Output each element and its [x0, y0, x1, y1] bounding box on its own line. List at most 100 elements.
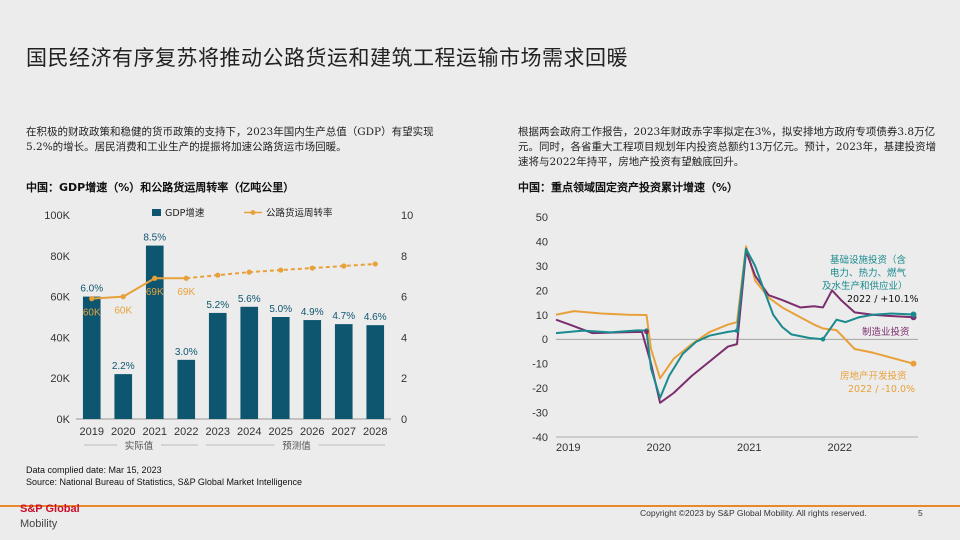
- manufacturing-label: 制造业投资: [862, 326, 910, 338]
- gdp-bar-label: 4.7%: [332, 311, 355, 322]
- infra-label-line2: 电力、热力、燃气: [830, 267, 907, 279]
- infra-end-label: 2022 / +10.1%: [847, 294, 919, 305]
- y-tick-label: 10: [536, 310, 548, 322]
- gdp-bar-label: 4.6%: [364, 312, 387, 323]
- page-title: 国民经济有序复苏将推动公路货运和建筑工程运输市场需求回暖: [26, 46, 628, 70]
- x-tick-label: 2024: [237, 426, 261, 438]
- gdp-bar: [366, 325, 385, 419]
- y-right-tick-label: 6: [401, 292, 407, 304]
- y-tick-label: -10: [532, 359, 548, 371]
- gdp-chart-title: 中国：GDP增速（%）和公路货运周转率（亿吨公里）: [26, 181, 295, 194]
- x-tick-label: 2019: [556, 442, 580, 454]
- y-right-tick-label: 2: [401, 373, 407, 385]
- gdp-bar-label: 4.9%: [301, 307, 324, 318]
- legend-freight-label: 公路货运周转率: [266, 207, 333, 219]
- y-left-tick-label: 40K: [50, 332, 70, 344]
- x-tick-label: 2022: [828, 442, 852, 454]
- footer-accent-line: [0, 505, 960, 507]
- page-number: 5: [918, 508, 923, 518]
- gdp-bar: [271, 317, 290, 419]
- y-tick-label: 40: [536, 236, 548, 248]
- y-left-tick-label: 0K: [57, 414, 71, 426]
- x-tick-label: 2021: [143, 426, 167, 438]
- infra-label-line1: 基础设施投资（含: [830, 254, 907, 266]
- gdp-bar-label: 8.5%: [143, 233, 166, 244]
- gdp-bar: [240, 306, 259, 419]
- legend-gdp-swatch: [152, 209, 161, 216]
- gdp-bar: [82, 296, 101, 419]
- x-tick-label: 2020: [111, 426, 135, 438]
- gdp-bar-label: 5.2%: [206, 300, 229, 311]
- gdp-bar: [334, 324, 353, 419]
- y-right-tick-label: 4: [401, 332, 407, 344]
- infra-series-end-point: [910, 311, 917, 318]
- y-tick-label: -40: [532, 432, 548, 444]
- freight-point: [89, 296, 95, 302]
- legend-gdp-label: GDP增速: [165, 207, 205, 219]
- right-paragraph: 根据两会政府工作报告，2023年财政赤字率拟定在3%，拟安排地方政府专项债券3.…: [518, 126, 937, 168]
- infra-series-line: [555, 247, 914, 399]
- realestate-label: 房地产开发投资: [840, 370, 907, 382]
- freight-line-actual: [91, 277, 187, 300]
- freight-point: [341, 263, 347, 269]
- investment-chart-title: 中国：重点领域固定资产投资累计增速（%）: [518, 181, 739, 194]
- footnote-date: Data complied date: Mar 15, 2023: [26, 465, 162, 475]
- y-left-tick-label: 20K: [50, 373, 70, 385]
- y-tick-label: 0: [542, 334, 548, 346]
- x-tick-label: 2028: [363, 426, 387, 438]
- y-tick-label: 30: [536, 261, 548, 273]
- series-marker: [644, 329, 649, 335]
- freight-label: 60K: [114, 306, 132, 317]
- left-paragraph: 在积极的财政政策和稳健的货币政策的支持下，2023年国内生产总值（GDP）有望实…: [26, 126, 434, 153]
- x-tick-label: 2026: [300, 426, 324, 438]
- copyright-text: Copyright ©2023 by S&P Global Mobility. …: [640, 508, 867, 518]
- y-left-tick-label: 60K: [50, 292, 70, 304]
- y-tick-label: 50: [536, 212, 548, 224]
- freight-label: 69K: [177, 287, 195, 298]
- freight-point: [246, 269, 252, 275]
- gdp-bar-label: 6.0%: [80, 284, 103, 295]
- y-tick-label: -20: [532, 383, 548, 395]
- realestate-end-label: 2022 / -10.0%: [848, 384, 915, 395]
- freight-point: [215, 272, 221, 278]
- gdp-bar: [114, 374, 133, 419]
- x-tick-label: 2025: [269, 426, 293, 438]
- freight-label: 60K: [83, 308, 101, 319]
- gdp-bar-label: 3.0%: [175, 347, 198, 358]
- y-right-tick-label: 0: [401, 414, 407, 426]
- gdp-bar: [208, 312, 227, 419]
- gdp-bar: [145, 245, 164, 419]
- x-tick-label: 2022: [174, 426, 198, 438]
- logo-text-sp-global: S&P Global: [20, 503, 80, 515]
- gdp-bar-label: 5.6%: [238, 294, 261, 305]
- gdp-bar: [303, 320, 322, 419]
- x-tick-label: 2019: [80, 426, 104, 438]
- footnote-source: Source: National Bureau of Statistics, S…: [26, 477, 302, 487]
- freight-point: [372, 261, 378, 267]
- freight-point: [120, 294, 126, 300]
- infra-label-line3: 及水生产和供应业）: [822, 280, 908, 292]
- freight-point: [309, 265, 315, 271]
- gdp-bar-label: 5.0%: [269, 304, 292, 315]
- freight-label: 69K: [146, 287, 164, 298]
- series-marker: [734, 328, 740, 333]
- series-marker: [820, 336, 826, 342]
- y-left-tick-label: 100K: [44, 210, 70, 222]
- x-tick-label: 2027: [332, 426, 356, 438]
- y-tick-label: -30: [532, 408, 548, 420]
- gdp-bar-label: 2.2%: [112, 361, 135, 372]
- group-label-forecast: 预测值: [282, 440, 311, 452]
- x-tick-label: 2020: [647, 442, 671, 454]
- logo-text-mobility: Mobility: [20, 518, 58, 530]
- y-right-tick-label: 10: [401, 210, 413, 222]
- legend-freight-marker: [250, 210, 256, 215]
- realestate-series-end-point: [910, 360, 917, 367]
- freight-point: [152, 275, 158, 281]
- gdp-bar: [177, 359, 196, 419]
- y-right-tick-label: 8: [401, 251, 407, 263]
- x-tick-label: 2021: [737, 442, 761, 454]
- x-tick-label: 2023: [206, 426, 230, 438]
